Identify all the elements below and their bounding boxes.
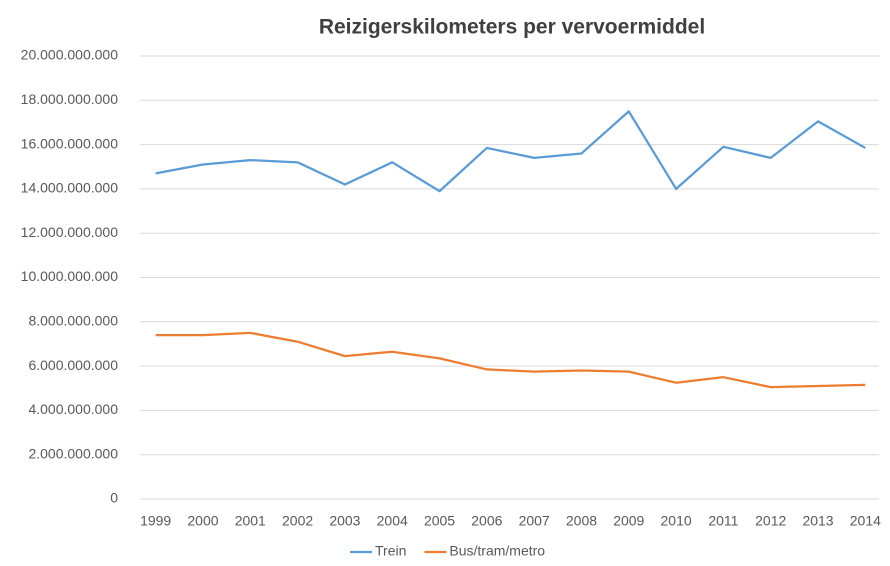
legend-label: Trein [375, 543, 406, 559]
y-tick-label: 2.000.000.000 [28, 445, 118, 461]
y-tick-label: 14.000.000.000 [21, 180, 119, 196]
x-tick-label: 2014 [850, 513, 881, 529]
x-tick-label: 2009 [613, 513, 644, 529]
x-tick-label: 2013 [802, 513, 833, 529]
y-tick-label: 16.000.000.000 [21, 135, 119, 151]
series-line [155, 331, 866, 389]
x-tick-label: 2000 [187, 513, 218, 529]
x-tick-label: 1999 [140, 513, 171, 529]
x-tick-label: 2002 [282, 513, 313, 529]
x-tick-label: 2005 [424, 513, 455, 529]
series-line [155, 110, 866, 193]
y-tick-label: 20.000.000.000 [21, 47, 119, 63]
x-tick-label: 2003 [329, 513, 360, 529]
x-tick-label: 2004 [377, 513, 408, 529]
x-tick-label: 2008 [566, 513, 597, 529]
chart-title: Reizigerskilometers per vervoermiddel [319, 16, 705, 39]
x-tick-label: 2012 [755, 513, 786, 529]
y-tick-label: 6.000.000.000 [28, 357, 118, 373]
x-tick-label: 2006 [471, 513, 502, 529]
x-tick-label: 2011 [708, 513, 738, 529]
legend-label: Bus/tram/metro [449, 543, 545, 559]
x-tick-label: 2007 [519, 513, 550, 529]
y-tick-label: 8.000.000.000 [28, 313, 118, 329]
x-tick-label: 2001 [235, 513, 266, 529]
y-tick-label: 4.000.000.000 [28, 401, 118, 417]
y-tick-label: 18.000.000.000 [21, 91, 119, 107]
y-tick-label: 0 [110, 490, 118, 506]
y-tick-label: 12.000.000.000 [21, 224, 119, 240]
x-tick-label: 2010 [661, 513, 692, 529]
y-tick-label: 10.000.000.000 [21, 268, 119, 284]
